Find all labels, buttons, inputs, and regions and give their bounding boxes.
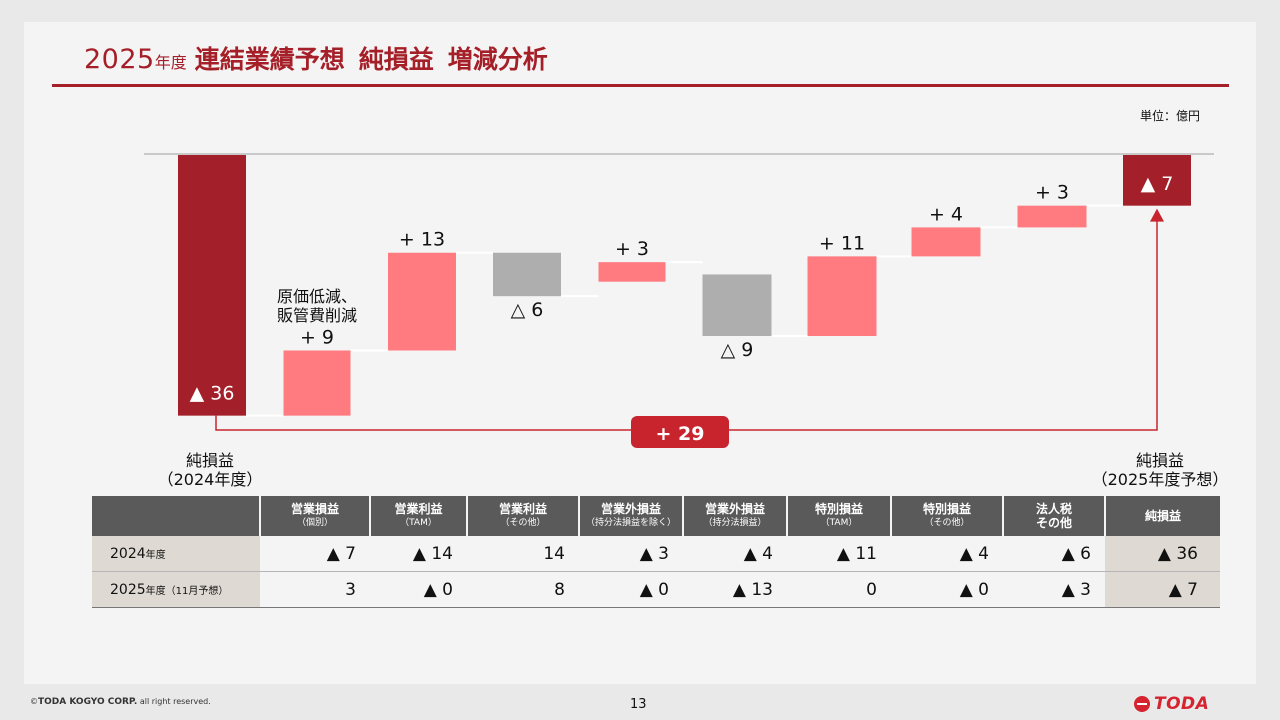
header-operating-individual: 営業損益 （個別）	[259, 496, 370, 536]
table-cell: 8	[467, 571, 579, 608]
table-cell-total: ▲ 36	[1105, 536, 1220, 572]
data-label: △ 6	[511, 299, 544, 321]
change-badge	[631, 416, 729, 448]
waterfall-chart: ▲ 36 + 9 + 13 △ 6 + 3 △ 9 + 11 + 4 + 3 ▲ 7 + 29	[144, 153, 1214, 448]
table-cell: ▲ 4	[891, 536, 1003, 572]
data-label: + 9	[300, 326, 334, 348]
header-nonop-excl-equity: 営業外損益 （持分法損益を除く）	[578, 496, 683, 536]
bar-increase	[1017, 205, 1087, 228]
table-row: 2025年度（11月予想） 3 ▲ 0 8 ▲ 0 ▲ 13 0 ▲ 0 ▲ 3…	[92, 571, 1220, 608]
bar-total	[1123, 155, 1191, 206]
bar-increase	[807, 256, 877, 336]
data-label: + 13	[399, 229, 445, 251]
data-label: + 4	[929, 203, 963, 225]
logo-icon	[1134, 696, 1150, 712]
right-axis-label: 純損益 （2025年度予想）	[1091, 451, 1229, 489]
data-table: 営業損益 （個別） 営業利益 （TAM） 営業利益 （その他） 営業外損益 （持分法損益…	[92, 496, 1220, 608]
table-cell: 3	[260, 571, 370, 608]
header-blank	[92, 496, 260, 536]
arrow-head	[1150, 208, 1164, 222]
table-cell: ▲ 0	[370, 571, 467, 608]
bar-increase	[598, 262, 666, 282]
annotation-cost-reduction: 原価低減、 販管費削減	[276, 287, 357, 325]
header-nonop-equity: 営業外損益 （持分法損益）	[682, 496, 787, 536]
copyright: ©TODA KOGYO CORP. all right reserved.	[30, 697, 211, 707]
table-cell: 0	[787, 571, 891, 608]
header-operating-other: 営業利益 （その他）	[466, 496, 579, 536]
bar-increase	[911, 227, 981, 257]
table-cell: ▲ 14	[370, 536, 467, 572]
data-label: ▲ 36	[190, 383, 235, 405]
data-label: + 3	[1035, 182, 1069, 204]
table-cell: ▲ 3	[579, 536, 683, 572]
company-logo: TODA	[1134, 694, 1209, 714]
table-cell: ▲ 13	[683, 571, 787, 608]
bar-total	[178, 155, 246, 416]
bar-increase	[283, 350, 351, 416]
left-axis-label: 純損益 （2024年度）	[157, 451, 263, 489]
header-net-income: 純損益	[1104, 496, 1220, 536]
data-label: + 3	[615, 238, 649, 260]
bar-increase	[388, 252, 456, 351]
header-special-other: 特別損益 （その他）	[890, 496, 1003, 536]
page-title: 2025年度 連結業績予想 純損益 増減分析	[84, 44, 548, 75]
bar-decrease	[493, 252, 561, 297]
page-number: 13	[630, 697, 647, 712]
header-special-tam: 特別損益 （TAM）	[786, 496, 891, 536]
table-cell: ▲ 0	[579, 571, 683, 608]
row-label: 2024年度	[92, 536, 260, 572]
header-operating-tam: 営業利益 （TAM）	[369, 496, 467, 536]
row-label: 2025年度（11月予想）	[92, 571, 260, 608]
table-cell: ▲ 3	[1003, 571, 1105, 608]
table-cell: ▲ 7	[260, 536, 370, 572]
bar-decrease	[702, 274, 772, 336]
data-label: + 11	[819, 232, 865, 254]
table-cell: 14	[467, 536, 579, 572]
unit-label: 単位：億円	[1140, 109, 1201, 123]
change-label: + 29	[656, 423, 705, 445]
header-tax-other: 法人税 その他	[1002, 496, 1105, 536]
table-cell: ▲ 11	[787, 536, 891, 572]
table-header-row: 営業損益 （個別） 営業利益 （TAM） 営業利益 （その他） 営業外損益 （持分法損益…	[92, 496, 1220, 536]
table-row: 2024年度 ▲ 7 ▲ 14 14 ▲ 3 ▲ 4 ▲ 11 ▲ 4 ▲ 6 …	[92, 536, 1220, 572]
data-label: ▲ 7	[1141, 173, 1174, 195]
title-rule	[52, 84, 1229, 87]
data-label: △ 9	[721, 339, 754, 361]
table-cell: ▲ 4	[683, 536, 787, 572]
table-cell: ▲ 0	[891, 571, 1003, 608]
table-cell: ▲ 6	[1003, 536, 1105, 572]
table-cell-total: ▲ 7	[1105, 571, 1220, 608]
